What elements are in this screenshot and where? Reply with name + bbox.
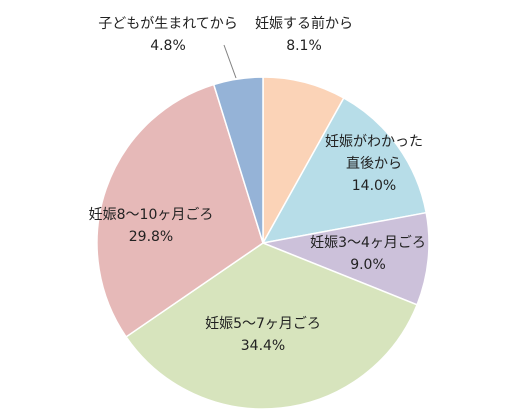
leader-line [223, 44, 237, 79]
data-label-category-just-after-known: 直後から [346, 155, 402, 172]
data-label-value-month-3-4: 9.0% [350, 257, 386, 273]
data-label-value-month-5-7: 34.4% [241, 338, 285, 354]
data-label-category-just-after-known: 妊娠がわかった [325, 134, 423, 150]
data-label-category-month-8-10: 妊娠8～10ヶ月ごろ [89, 207, 214, 223]
pie-slice-just-after-known [261, 96, 428, 245]
pie-slices [96, 76, 430, 410]
data-label-category-before-pregnancy: 妊娠する前から [255, 15, 353, 32]
data-label-category-after-birth: 子どもが生まれてから [98, 16, 238, 32]
data-label-category-month-3-4: 妊娠3～4ヶ月ごろ [310, 235, 426, 251]
pie-slice-month-8-10 [96, 83, 264, 338]
data-label-category-month-5-7: 妊娠5～7ヶ月ごろ [205, 316, 321, 332]
data-label-value-month-8-10: 29.8% [129, 229, 173, 245]
data-label-value-just-after-known: 14.0% [352, 178, 396, 194]
data-label-value-before-pregnancy: 8.1% [286, 38, 322, 54]
data-label-value-after-birth: 4.8% [150, 38, 186, 54]
pie-slice-month-3-4 [260, 211, 430, 306]
pie-slice-after-birth [212, 76, 264, 244]
pie-slice-month-5-7 [125, 242, 419, 410]
